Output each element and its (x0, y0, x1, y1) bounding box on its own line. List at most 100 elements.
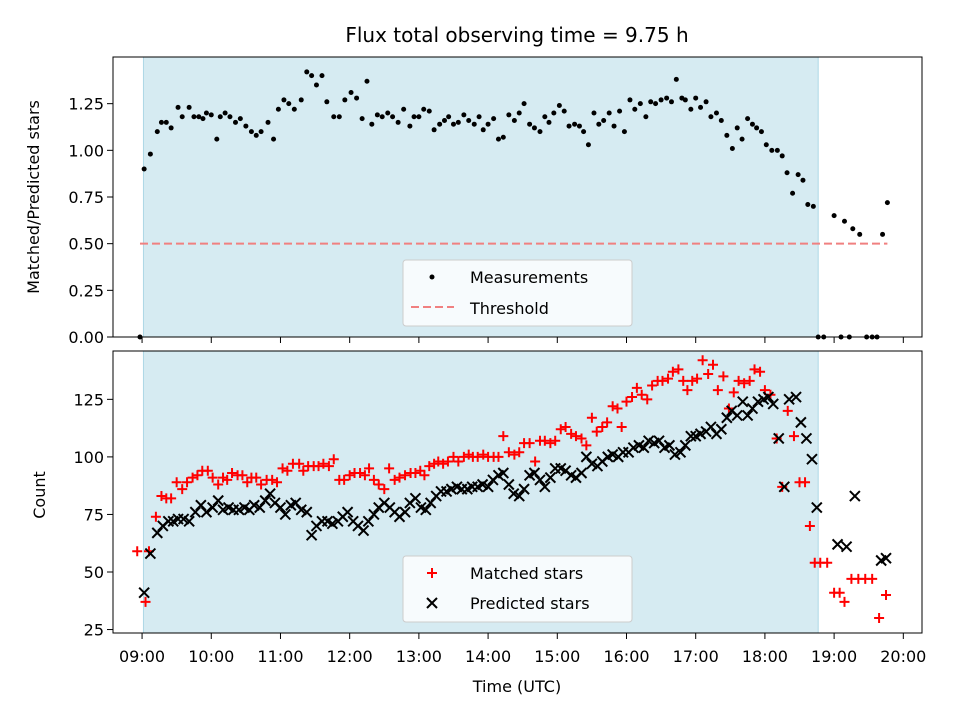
measurement-point (606, 110, 612, 116)
panel-counts: 25 50 75 100 125 Count Matched stars Predicte… (30, 350, 923, 640)
matched-star-point (410, 468, 421, 479)
matched-star-point (800, 477, 811, 488)
matched-star-point (642, 394, 653, 405)
matched-star-point (379, 484, 390, 495)
measurement-point (354, 95, 360, 101)
measurement-point (774, 147, 780, 153)
matched-star-point (177, 484, 188, 495)
x-tick-label: 16:00 (603, 647, 649, 666)
predicted-star-point (518, 483, 530, 495)
measurement-point (336, 114, 342, 120)
matched-star-point (256, 479, 267, 490)
measurement-point (596, 121, 602, 127)
matched-star-point (539, 435, 550, 446)
matched-star-point (739, 378, 750, 389)
measurement-point (466, 117, 472, 123)
measurement-point (154, 129, 160, 135)
measurement-point (713, 110, 719, 116)
matched-star-point (570, 431, 581, 442)
measurement-point (379, 114, 385, 120)
measurement-point (147, 151, 153, 157)
x-tick-label: 10:00 (188, 647, 234, 666)
predicted-star-point (368, 508, 380, 521)
measurement-point (734, 125, 740, 131)
measurement-point (455, 119, 461, 125)
measurement-point (441, 117, 447, 123)
matched-star-point (708, 359, 719, 370)
predicted-star-point (762, 391, 775, 403)
measurement-point (313, 82, 319, 88)
matched-star-point (834, 587, 845, 598)
measurement-point (232, 119, 238, 125)
panel-counts-ticks: 25 50 75 100 125 (73, 390, 904, 640)
matched-star-point (612, 403, 623, 414)
measurement-point (461, 112, 467, 118)
matched-star-point (657, 375, 668, 386)
matched-star-point (712, 385, 723, 396)
matched-star-point (368, 474, 379, 485)
matched-star-point (673, 364, 684, 375)
predicted-star-point (731, 409, 743, 422)
matched-star-point (364, 463, 375, 474)
matched-star-point (294, 458, 305, 469)
y-tick-label: 0.25 (68, 281, 104, 300)
predicted-star-point (503, 478, 515, 491)
predicted-star-point (715, 423, 728, 435)
measurement-point (450, 121, 456, 127)
matched-star-point (313, 461, 324, 472)
measurement-point (648, 99, 654, 105)
measurement-point (491, 116, 497, 122)
matched-star-point (576, 433, 587, 444)
measurement-point (664, 95, 670, 101)
matched-star-point (509, 449, 520, 460)
matched-stars-points (132, 355, 892, 624)
matched-star-point (373, 479, 384, 490)
measurement-point (857, 231, 863, 237)
measurement-point (258, 129, 264, 135)
predicted-star-point (773, 432, 785, 445)
matched-star-point (277, 463, 288, 474)
predicted-star-point (679, 439, 692, 452)
matched-star-point (207, 472, 218, 483)
predicted-star-point (482, 481, 494, 493)
measurement-point (617, 108, 623, 114)
legend-label-measurements: Measurements (470, 268, 588, 287)
matched-star-point (874, 613, 885, 624)
matched-star-point (749, 364, 760, 375)
measurement-point (141, 166, 147, 172)
matched-star-point (166, 493, 177, 504)
measurement-point (309, 73, 315, 79)
predicted-star-point (685, 430, 697, 442)
matched-star-point (384, 463, 395, 474)
y-tick-label: 0.75 (68, 188, 104, 207)
measurement-point (331, 114, 337, 120)
measurement-point (227, 114, 233, 120)
matched-star-point (627, 392, 638, 403)
matched-star-point (602, 417, 613, 428)
measurement-point (693, 95, 699, 101)
x-tick-label: 11:00 (257, 647, 303, 666)
measurement-point (281, 97, 287, 103)
measurement-point (495, 136, 501, 142)
measurement-point (385, 110, 391, 116)
measurement-point (800, 177, 806, 183)
measurement-point (658, 97, 664, 103)
matched-star-point (400, 470, 411, 481)
matched-star-point (227, 468, 238, 479)
legend-label-matched: Matched stars (470, 564, 583, 583)
matched-star-point (394, 472, 405, 483)
panel-ratio-frame (112, 56, 923, 338)
x-tick-label: 17:00 (673, 647, 719, 666)
matched-star-point (282, 465, 293, 476)
matched-star-point (697, 355, 708, 366)
matched-star-point (744, 375, 755, 386)
y-tick-label: 75 (84, 505, 104, 524)
matched-star-point (530, 456, 541, 467)
measurement-point (237, 116, 243, 122)
matched-star-point (458, 451, 469, 462)
measurement-point (566, 123, 572, 129)
predicted-star-point (409, 492, 422, 505)
measurement-point (319, 73, 325, 79)
matched-star-point (822, 557, 833, 568)
